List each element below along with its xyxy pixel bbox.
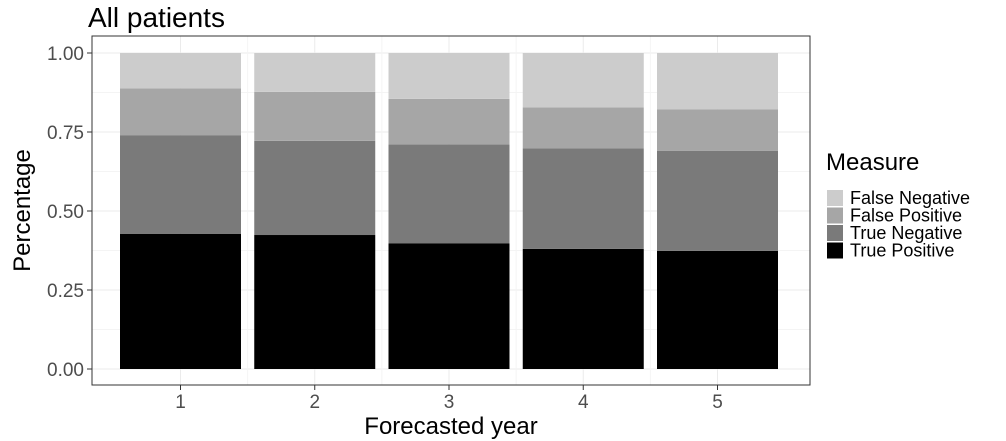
legend-label: False Positive — [850, 206, 962, 226]
x-axis: 1 2 3 4 5 — [175, 385, 723, 413]
x-axis-label: Forecasted year — [364, 413, 537, 440]
bar-true-negative-3 — [388, 144, 510, 244]
bar-false-negative-1 — [120, 53, 241, 89]
y-axis-label: Percentage — [9, 149, 36, 272]
bar-false-positive-4 — [522, 107, 644, 149]
bar-true-positive-3 — [388, 243, 510, 369]
bars — [120, 53, 778, 369]
x-tick-label: 5 — [712, 392, 723, 413]
legend-label: False Negative — [850, 188, 970, 208]
bar-false-negative-5 — [657, 53, 778, 110]
y-tick-label: 0.00 — [47, 360, 84, 381]
x-tick-label: 1 — [175, 392, 186, 413]
y-axis: 0.00 0.25 0.50 0.75 1.00 — [47, 44, 92, 381]
bar-true-negative-1 — [120, 135, 241, 234]
y-tick-label: 0.50 — [47, 202, 84, 223]
bar-false-negative-3 — [388, 53, 510, 99]
bar-true-positive-4 — [522, 248, 644, 369]
legend-key-false-positive — [827, 207, 843, 224]
x-tick-label: 2 — [309, 392, 320, 413]
bar-true-negative-5 — [657, 150, 778, 251]
legend-label: True Negative — [850, 223, 962, 243]
bar-false-negative-4 — [522, 53, 644, 108]
bar-false-positive-2 — [254, 91, 376, 141]
legend-title: Measure — [826, 149, 919, 176]
legend-label: True Positive — [850, 241, 954, 261]
legend-key-true-negative — [827, 225, 843, 241]
bar-true-negative-2 — [254, 140, 376, 236]
bar-true-positive-1 — [120, 233, 241, 369]
bar-true-positive-5 — [657, 250, 778, 369]
chart-title: All patients — [88, 2, 225, 33]
bar-false-positive-5 — [657, 109, 778, 151]
bar-false-positive-1 — [120, 88, 241, 136]
bar-true-positive-2 — [254, 235, 376, 369]
x-tick-label: 3 — [444, 392, 455, 413]
bar-false-negative-2 — [254, 53, 376, 92]
y-tick-label: 0.75 — [47, 123, 84, 144]
y-tick-label: 1.00 — [47, 44, 84, 65]
legend-key-true-positive — [827, 242, 843, 259]
bar-false-positive-3 — [388, 98, 510, 145]
legend-key-false-negative — [827, 190, 843, 206]
y-tick-label: 0.25 — [47, 281, 84, 302]
x-tick-label: 4 — [578, 392, 589, 413]
bar-true-negative-4 — [522, 148, 644, 249]
